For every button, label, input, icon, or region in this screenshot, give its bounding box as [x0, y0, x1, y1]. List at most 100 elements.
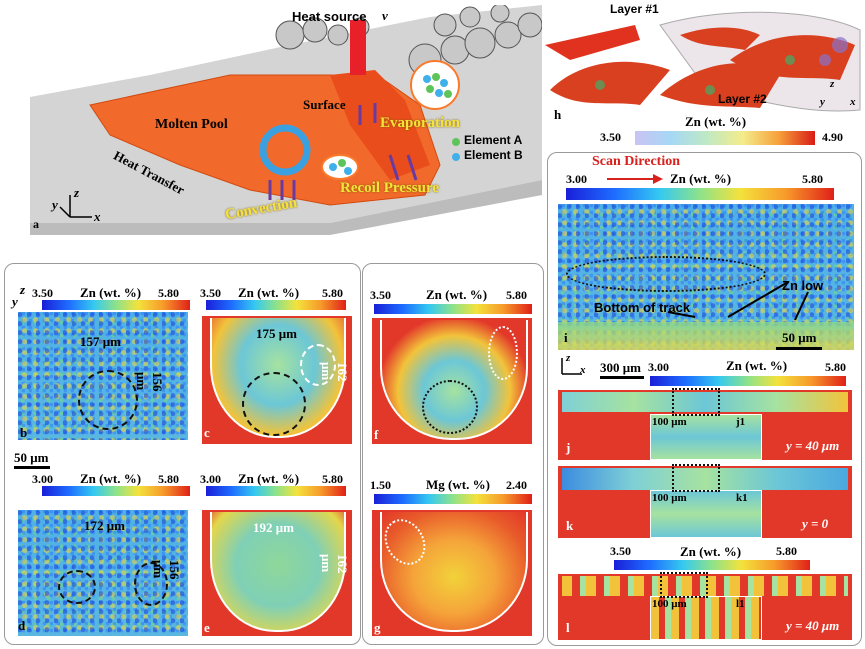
panel-e-pool [210, 512, 346, 632]
panel-h-axis-z: z [830, 78, 835, 90]
panel-a-axis-x: x [94, 209, 101, 224]
panel-jkl-axes [561, 358, 582, 375]
panel-l1-label: l1 [736, 598, 745, 610]
panel-a-axes [59, 195, 92, 218]
panel-h-colorbar-min: 3.50 [600, 130, 621, 144]
panel-h-axis-y: y [820, 96, 825, 108]
melt-pool-schematic [30, 5, 542, 235]
panel-d-left-dashed-region [58, 570, 96, 604]
panel-b-width: 157 μm [80, 334, 121, 349]
panel-e-cb-min: 3.00 [200, 472, 221, 486]
panel-j-scale: 100 μm [652, 416, 687, 428]
panel-i-bottom-band [558, 322, 854, 350]
panel-e-colorbar [206, 486, 346, 496]
panel-a-label: a [33, 217, 39, 231]
panel-h-colorbar-title: Zn (wt. %) [685, 114, 747, 129]
panel-a-axis-y: y [52, 197, 58, 212]
panel-l-label: l [566, 620, 570, 635]
panel-d-cb-min: 3.00 [32, 472, 53, 486]
panel-h-label: h [554, 107, 562, 122]
panel-g: 1.50 Mg (wt. %) 2.40 g [366, 470, 538, 640]
panel-jkl: z x 300 μm 3.00 Zn (wt. %) 5.80 j 100 μm… [550, 352, 858, 642]
panel-d-cb-title: Zn (wt. %) [80, 471, 142, 486]
panel-b-depth: 156 μm [134, 372, 165, 392]
panel-jkl-cb1-title: Zn (wt. %) [726, 358, 788, 373]
panel-h-colorbar-max: 4.90 [822, 130, 843, 144]
panel-c-width: 175 μm [256, 326, 297, 341]
panel-l1-inset [650, 596, 762, 640]
panel-d-scale-text: 50 μm [14, 450, 49, 465]
panel-i-dotted-ellipse [566, 256, 766, 292]
panel-b-axis-z: z [20, 282, 26, 297]
panel-j-position: y = 40 μm [786, 438, 840, 453]
panel-i: Scan Direction 3.00 Zn (wt. %) 5.80 Zn l… [550, 152, 858, 352]
bottom-of-track-label: Bottom of track [594, 300, 691, 315]
panel-a-axis-z: z [74, 185, 80, 200]
panel-l-scale: 100 μm [652, 598, 687, 610]
panel-f-cb-min: 3.50 [370, 288, 391, 302]
panel-b: 3.50 Zn (wt. %) 5.80 157 μm 156 μm b z y [10, 282, 195, 447]
panel-b-axis-y: y [12, 294, 18, 309]
panel-jkl-colorbar-1 [650, 376, 846, 386]
panel-l-dotted-box [660, 572, 708, 598]
panel-c-colorbar [206, 300, 346, 310]
panel-b-colorbar [42, 300, 190, 310]
panel-g-colorbar [374, 494, 532, 504]
panel-i-scale-text: 50 μm [782, 330, 817, 345]
panel-f-cb-title: Zn (wt. %) [426, 287, 488, 302]
panel-jkl-cb2-max: 5.80 [776, 544, 797, 558]
element-b-label: Element B [464, 148, 523, 162]
panel-b-label: b [20, 425, 28, 440]
panel-l-layer [562, 576, 848, 596]
panel-jkl-axis-z: z [566, 352, 571, 364]
recoil-pressure-label: Recoil Pressure [340, 180, 440, 196]
panel-b-cb-title: Zn (wt. %) [80, 285, 142, 300]
panel-k-scale: 100 μm [652, 492, 687, 504]
panel-e-cb-title: Zn (wt. %) [238, 471, 300, 486]
panel-g-label: g [374, 620, 381, 635]
panel-e-width: 192 μm [253, 520, 294, 535]
molten-pool-label: Molten Pool [155, 117, 228, 132]
panel-j-dotted-box [672, 388, 720, 416]
panel-c-cb-title: Zn (wt. %) [238, 285, 300, 300]
layer1-label: Layer #1 [610, 2, 659, 16]
panel-g-cb-min: 1.50 [370, 478, 391, 492]
panel-d-scale-bar [14, 466, 50, 469]
panel-l-position: y = 40 μm [786, 618, 840, 633]
panel-f-cb-max: 5.80 [506, 288, 527, 302]
panel-d: 3.00 Zn (wt. %) 5.80 172 μm 156 μm d [10, 470, 195, 640]
panel-k-layer [562, 468, 848, 490]
surface-label: Surface [303, 97, 346, 112]
panel-i-cb-min: 3.00 [566, 172, 587, 186]
panel-g-cb-max: 2.40 [506, 478, 527, 492]
panel-f-colorbar [374, 304, 532, 314]
panel-a: a Heat source v Molten Pool Heat Transfe… [30, 5, 542, 235]
panel-jkl-cb1-min: 3.00 [648, 360, 669, 374]
layer-3d-render [545, 11, 861, 112]
panel-f-label: f [374, 427, 379, 442]
panel-d-colorbar [42, 486, 190, 496]
panel-b-cb-min: 3.50 [32, 286, 53, 300]
panel-c-depth: 162 μm [319, 362, 350, 382]
panel-c-cb-max: 5.80 [322, 286, 343, 300]
panel-h: Layer #1 Layer #2 h Zn (wt. %) 3.50 4.90… [540, 0, 865, 150]
panel-f-dotted-region [422, 380, 478, 434]
panel-d-right-dashed-region [134, 562, 168, 606]
panel-h-axis-x: x [850, 96, 856, 108]
panel-b-cb-max: 5.80 [158, 286, 179, 300]
panel-f-white-dashed-region [488, 326, 518, 380]
panel-jkl-colorbar-2 [614, 560, 810, 570]
panel-c-label: c [204, 425, 210, 440]
panel-c-dashed-region [242, 372, 306, 436]
panel-i-colorbar [566, 188, 834, 200]
panel-k-label: k [566, 518, 574, 533]
panel-g-cb-title: Mg (wt. %) [426, 477, 490, 492]
panel-h-colorbar [635, 131, 815, 145]
panel-e-cb-max: 5.80 [322, 472, 343, 486]
panel-i-label: i [564, 330, 568, 345]
panel-e-label: e [204, 620, 210, 635]
panel-e: 3.00 Zn (wt. %) 5.80 192 μm 162 μm e [198, 470, 353, 640]
zn-low-label: Zn low [782, 278, 824, 293]
panel-j1-label: j1 [736, 416, 746, 428]
panel-jkl-cb2-min: 3.50 [610, 544, 631, 558]
